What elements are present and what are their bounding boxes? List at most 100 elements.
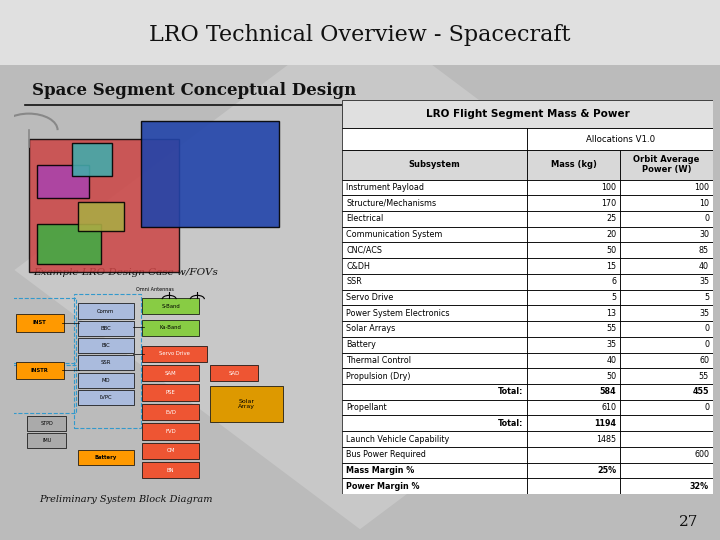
Polygon shape — [14, 11, 706, 529]
FancyBboxPatch shape — [143, 298, 199, 314]
Text: 0: 0 — [704, 214, 709, 224]
Text: Comm: Comm — [97, 308, 114, 314]
FancyBboxPatch shape — [620, 431, 713, 447]
Text: 6: 6 — [611, 277, 616, 286]
Text: Instrument Payload: Instrument Payload — [346, 183, 425, 192]
FancyBboxPatch shape — [72, 143, 112, 176]
Text: Launch Vehicle Capability: Launch Vehicle Capability — [346, 435, 450, 443]
FancyBboxPatch shape — [527, 305, 620, 321]
Text: 10: 10 — [699, 199, 709, 207]
FancyBboxPatch shape — [342, 353, 527, 368]
Text: Mass (kg): Mass (kg) — [551, 160, 597, 169]
Text: 1485: 1485 — [596, 435, 616, 443]
FancyBboxPatch shape — [37, 165, 89, 198]
FancyBboxPatch shape — [527, 321, 620, 337]
Text: 1194: 1194 — [595, 419, 616, 428]
Text: 0: 0 — [704, 325, 709, 333]
FancyBboxPatch shape — [620, 195, 713, 211]
FancyBboxPatch shape — [620, 258, 713, 274]
FancyBboxPatch shape — [143, 346, 207, 362]
FancyBboxPatch shape — [342, 337, 527, 353]
Text: 40: 40 — [699, 261, 709, 271]
FancyBboxPatch shape — [342, 447, 527, 463]
Text: 55: 55 — [606, 325, 616, 333]
Text: EVD: EVD — [165, 409, 176, 415]
Text: 0: 0 — [704, 403, 709, 412]
Text: Propellant: Propellant — [346, 403, 387, 412]
FancyBboxPatch shape — [143, 462, 199, 478]
Text: 455: 455 — [693, 387, 709, 396]
Text: 5: 5 — [611, 293, 616, 302]
FancyBboxPatch shape — [620, 211, 713, 227]
FancyBboxPatch shape — [527, 129, 713, 150]
Text: Servo Drive: Servo Drive — [159, 351, 190, 356]
Text: 55: 55 — [699, 372, 709, 381]
Text: Ka-Band: Ka-Band — [160, 325, 181, 330]
Text: 600: 600 — [694, 450, 709, 460]
FancyBboxPatch shape — [620, 305, 713, 321]
Text: Orbit Average
Power (W): Orbit Average Power (W) — [634, 155, 700, 174]
FancyBboxPatch shape — [342, 179, 527, 195]
FancyBboxPatch shape — [342, 478, 527, 494]
Text: BBC: BBC — [101, 326, 112, 331]
FancyBboxPatch shape — [527, 289, 620, 305]
FancyBboxPatch shape — [143, 365, 199, 381]
FancyBboxPatch shape — [620, 179, 713, 195]
FancyBboxPatch shape — [527, 274, 620, 289]
Text: Space Segment Conceptual Design: Space Segment Conceptual Design — [32, 82, 356, 99]
FancyBboxPatch shape — [620, 227, 713, 242]
FancyBboxPatch shape — [78, 373, 134, 388]
Text: S-Band: S-Band — [161, 303, 180, 309]
FancyBboxPatch shape — [620, 353, 713, 368]
Text: 0: 0 — [704, 340, 709, 349]
FancyBboxPatch shape — [143, 443, 199, 459]
FancyBboxPatch shape — [620, 415, 713, 431]
Text: Preliminary System Block Diagram: Preliminary System Block Diagram — [40, 495, 212, 504]
Text: 5: 5 — [704, 293, 709, 302]
FancyBboxPatch shape — [527, 447, 620, 463]
Text: BN: BN — [167, 468, 174, 473]
Text: Battery: Battery — [95, 455, 117, 461]
Text: Solar Arrays: Solar Arrays — [346, 325, 396, 333]
Text: Solar
Array: Solar Array — [238, 399, 255, 409]
Text: SAM: SAM — [165, 370, 176, 376]
FancyBboxPatch shape — [527, 368, 620, 384]
FancyBboxPatch shape — [527, 211, 620, 227]
Text: BIC: BIC — [102, 343, 110, 348]
FancyBboxPatch shape — [527, 242, 620, 258]
FancyBboxPatch shape — [342, 463, 527, 478]
FancyBboxPatch shape — [78, 321, 134, 336]
Text: Total:: Total: — [498, 387, 523, 396]
FancyBboxPatch shape — [143, 320, 199, 336]
Text: FVD: FVD — [166, 429, 176, 434]
FancyBboxPatch shape — [342, 258, 527, 274]
FancyBboxPatch shape — [342, 100, 713, 129]
Text: Subsystem: Subsystem — [409, 160, 461, 169]
Text: STPD: STPD — [40, 421, 53, 426]
Text: 100: 100 — [694, 183, 709, 192]
FancyBboxPatch shape — [342, 227, 527, 242]
FancyBboxPatch shape — [342, 321, 527, 337]
FancyBboxPatch shape — [342, 415, 527, 431]
FancyBboxPatch shape — [527, 227, 620, 242]
FancyBboxPatch shape — [342, 100, 713, 494]
Text: 40: 40 — [606, 356, 616, 365]
Text: 170: 170 — [601, 199, 616, 207]
Text: Total:: Total: — [498, 419, 523, 428]
Text: PSE: PSE — [166, 390, 176, 395]
FancyBboxPatch shape — [527, 353, 620, 368]
Text: LRO Technical Overview - Spacecraft: LRO Technical Overview - Spacecraft — [149, 24, 571, 46]
Text: Thermal Control: Thermal Control — [346, 356, 411, 365]
Text: Example LRO Design Case w/FOVs: Example LRO Design Case w/FOVs — [34, 268, 218, 277]
FancyBboxPatch shape — [342, 400, 527, 415]
FancyBboxPatch shape — [527, 431, 620, 447]
Text: SSR: SSR — [101, 360, 111, 366]
Text: Power System Electronics: Power System Electronics — [346, 309, 450, 318]
FancyBboxPatch shape — [78, 355, 134, 370]
Text: 584: 584 — [600, 387, 616, 396]
FancyBboxPatch shape — [620, 478, 713, 494]
FancyBboxPatch shape — [620, 400, 713, 415]
FancyBboxPatch shape — [37, 224, 101, 264]
Text: 27: 27 — [679, 515, 698, 529]
FancyBboxPatch shape — [342, 289, 527, 305]
